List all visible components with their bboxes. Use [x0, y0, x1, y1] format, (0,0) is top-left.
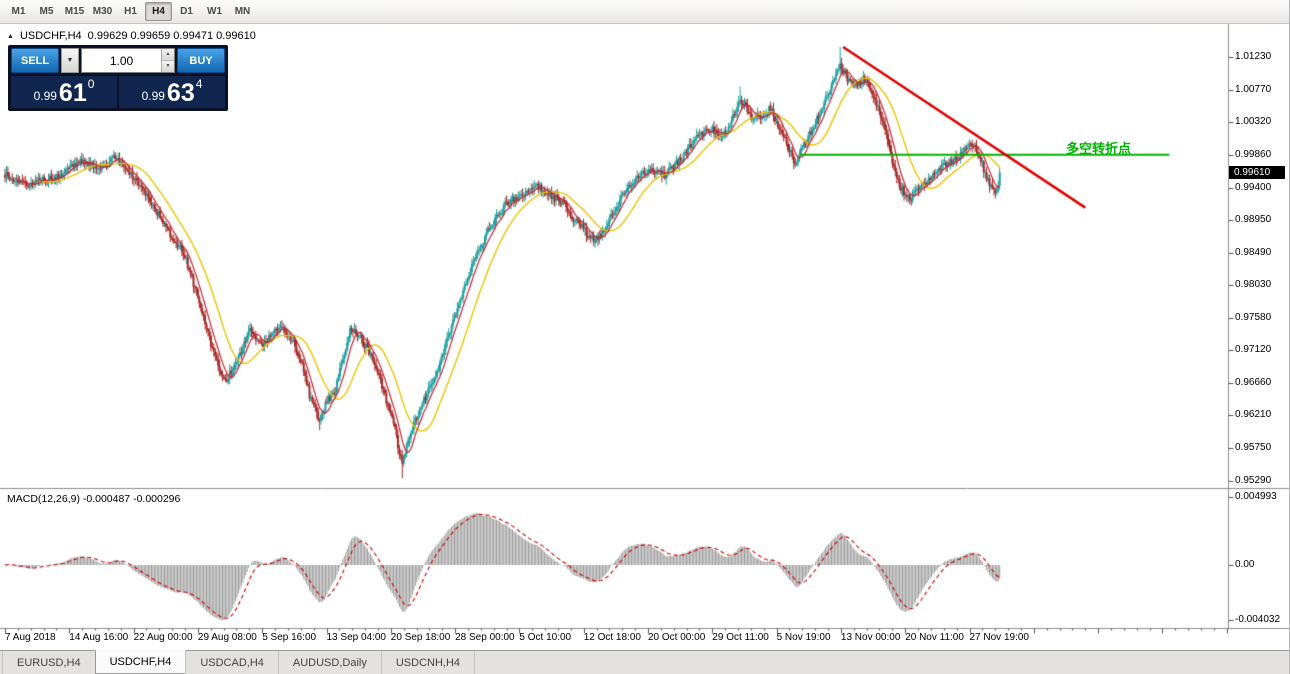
volume-spinner: ▲ ▼ — [161, 49, 174, 72]
current-price-badge: 0.99610 — [1229, 166, 1285, 180]
macd-indicator-label: MACD(12,26,9) -0.000487 -0.000296 — [7, 493, 181, 505]
time-axis-label: 28 Sep 00:00 — [455, 632, 515, 643]
price-axis-label: 0.99400 — [1235, 181, 1272, 193]
sell-price-prefix: 0.99 — [33, 89, 57, 103]
price-axis-label: 0.98950 — [1235, 213, 1272, 225]
time-axis-label: 20 Oct 00:00 — [648, 632, 706, 643]
chart-tabbar: EURUSD,H4 USDCHF,H4 USDCAD,H4 AUDUSD,Daily U… — [0, 650, 1289, 674]
time-axis-label: 12 Oct 18:00 — [583, 632, 641, 643]
price-axis-label: 0.97580 — [1235, 311, 1272, 323]
spin-down-icon[interactable]: ▼ — [162, 61, 174, 72]
timeframe-button-h1[interactable]: H1 — [117, 2, 144, 21]
time-axis-label: 14 Aug 16:00 — [69, 632, 129, 643]
timeframe-button-m1[interactable]: M1 — [5, 2, 32, 21]
time-axis-label: 22 Aug 00:00 — [133, 632, 193, 643]
timeframe-button-h4[interactable]: H4 — [145, 2, 172, 21]
price-axis-label: 0.98030 — [1235, 279, 1272, 291]
collapse-triangle-icon[interactable]: ▲ — [7, 32, 14, 40]
chart-tab-usdchf-h4[interactable]: USDCHF,H4 — [94, 650, 187, 674]
timeframe-button-mn[interactable]: MN — [229, 2, 256, 21]
timeframe-button-w1[interactable]: W1 — [201, 2, 228, 21]
price-axis-label: 0.99860 — [1235, 148, 1272, 160]
time-axis-label: 20 Nov 11:00 — [905, 632, 964, 643]
time-axis-label: 7 Aug 2018 — [5, 632, 56, 643]
time-axis-label: 20 Sep 18:00 — [390, 632, 451, 643]
timeframe-toolbar: M1 M5 M15 M30 H1 H4 D1 W1 MN — [0, 0, 1289, 24]
macd-axis-label: 0.004993 — [1235, 491, 1277, 502]
time-axis-label: 27 Nov 19:00 — [969, 632, 1030, 643]
price-axis-label: 0.96660 — [1235, 377, 1272, 389]
pivot-annotation-text[interactable]: 多空转折点 — [1066, 142, 1132, 157]
sell-price-display[interactable]: 0.99 61 0 — [11, 76, 117, 108]
price-axis-label: 0.96210 — [1235, 409, 1272, 421]
time-axis-label: 5 Nov 19:00 — [776, 632, 831, 643]
chart-tab-eurusd-h4[interactable]: EURUSD,H4 — [2, 651, 96, 674]
timeframe-button-m30[interactable]: M30 — [89, 2, 116, 21]
price-chart-canvas[interactable] — [0, 24, 1289, 650]
sell-price-digits: 61 — [58, 79, 87, 107]
buy-price-display[interactable]: 0.99 63 4 — [119, 76, 225, 108]
spin-up-icon[interactable]: ▲ — [162, 49, 174, 61]
buy-button[interactable]: BUY — [177, 48, 225, 73]
time-axis-label: 13 Sep 04:00 — [326, 632, 387, 643]
buy-price-digits: 63 — [166, 79, 195, 107]
time-axis-label: 29 Oct 11:00 — [712, 632, 769, 643]
sell-button[interactable]: SELL — [11, 48, 59, 73]
timeframe-button-d1[interactable]: D1 — [173, 2, 200, 21]
timeframe-button-m15[interactable]: M15 — [61, 2, 88, 21]
timeframe-button-m5[interactable]: M5 — [33, 2, 60, 21]
time-axis-label: 13 Nov 00:00 — [840, 632, 901, 643]
ohlc-label: ▲ USDCHF,H4 0.99629 0.99659 0.99471 0.99… — [7, 30, 256, 42]
sell-price-pip: 0 — [87, 77, 95, 91]
chart-tab-audusd-daily[interactable]: AUDUSD,Daily — [277, 651, 382, 674]
volume-dropdown-icon[interactable]: ▼ — [61, 48, 79, 73]
price-axis-label: 0.95290 — [1235, 474, 1272, 486]
chart-tab-usdcnh-h4[interactable]: USDCNH,H4 — [380, 651, 476, 674]
time-axis-label: 29 Aug 08:00 — [197, 632, 257, 643]
time-axis-label: 5 Sep 16:00 — [262, 632, 317, 643]
volume-input[interactable] — [82, 49, 161, 72]
buy-price-pip: 4 — [195, 77, 203, 91]
price-axis-label: 0.95750 — [1235, 442, 1272, 454]
price-axis-label: 0.98490 — [1235, 246, 1272, 258]
price-axis-label: 1.00770 — [1235, 83, 1272, 95]
macd-axis-label: -0.004032 — [1235, 613, 1281, 625]
price-axis-label: 0.97120 — [1235, 344, 1272, 356]
buy-price-prefix: 0.99 — [141, 89, 165, 103]
price-axis-label: 1.00320 — [1235, 115, 1272, 127]
volume-input-group: ▲ ▼ — [81, 48, 175, 73]
time-axis-label: 5 Oct 10:00 — [519, 632, 572, 643]
trade-panel-prices: 0.99 61 0 0.99 63 4 — [11, 76, 225, 108]
chart-tab-usdcad-h4[interactable]: USDCAD,H4 — [185, 651, 279, 674]
macd-axis-label: 0.00 — [1235, 559, 1255, 570]
trade-panel-controls: SELL ▼ ▲ ▼ BUY — [11, 48, 225, 73]
chart-area: ▲ USDCHF,H4 0.99629 0.99659 0.99471 0.99… — [0, 24, 1289, 650]
price-axis-label: 1.01230 — [1235, 51, 1272, 62]
one-click-trading-panel: SELL ▼ ▲ ▼ BUY 0.99 61 0 0.9 — [8, 45, 228, 111]
ohlc-values: 0.99629 0.99659 0.99471 0.99610 — [87, 30, 256, 42]
symbol-label: USDCHF,H4 — [19, 30, 82, 42]
